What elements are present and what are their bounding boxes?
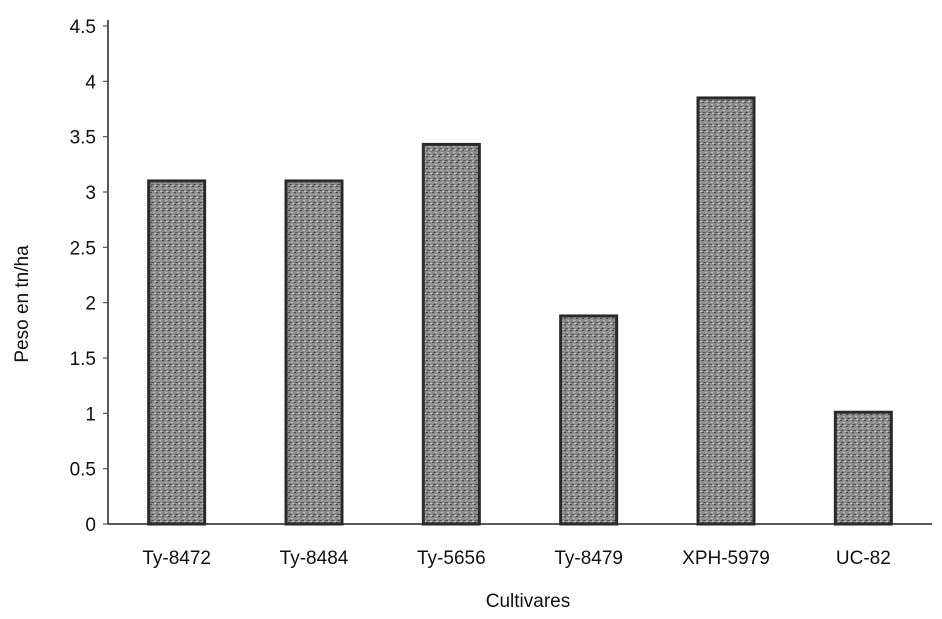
bar <box>696 96 756 526</box>
plot-area: 0 0.5 1 1.5 2 2.5 3 3.5 4 4.5 Ty-8472 Ty-8484 Ty-565… <box>70 17 932 569</box>
y-tick-label: 4.5 <box>70 17 96 38</box>
bar <box>147 179 207 526</box>
y-tick-label: 2.5 <box>70 238 96 259</box>
y-tick-label: 1.5 <box>70 349 96 370</box>
bar <box>284 179 344 526</box>
x-tick-label: Ty-8472 <box>142 548 211 569</box>
y-tick-label: 3 <box>85 183 96 204</box>
bar <box>833 410 893 526</box>
x-tick-label: Ty-8479 <box>554 548 623 569</box>
x-tick-label: UC-82 <box>836 548 891 569</box>
y-tick-label: 0 <box>85 515 96 536</box>
y-tick-label: 1 <box>85 404 96 425</box>
bar <box>559 314 619 526</box>
y-tick-label: 4 <box>85 72 96 93</box>
y-tick-label: 0.5 <box>70 460 96 481</box>
bar <box>421 142 481 526</box>
x-axis-title: Cultivares <box>486 591 570 612</box>
x-tick-label: Ty-5656 <box>417 548 486 569</box>
x-tick-label: Ty-8484 <box>280 548 349 569</box>
y-axis-title: Peso en tn/ha <box>12 245 33 363</box>
y-tick-label: 2 <box>85 294 96 315</box>
y-tick-label: 3.5 <box>70 128 96 149</box>
x-tick-label: XPH-5979 <box>682 548 770 569</box>
